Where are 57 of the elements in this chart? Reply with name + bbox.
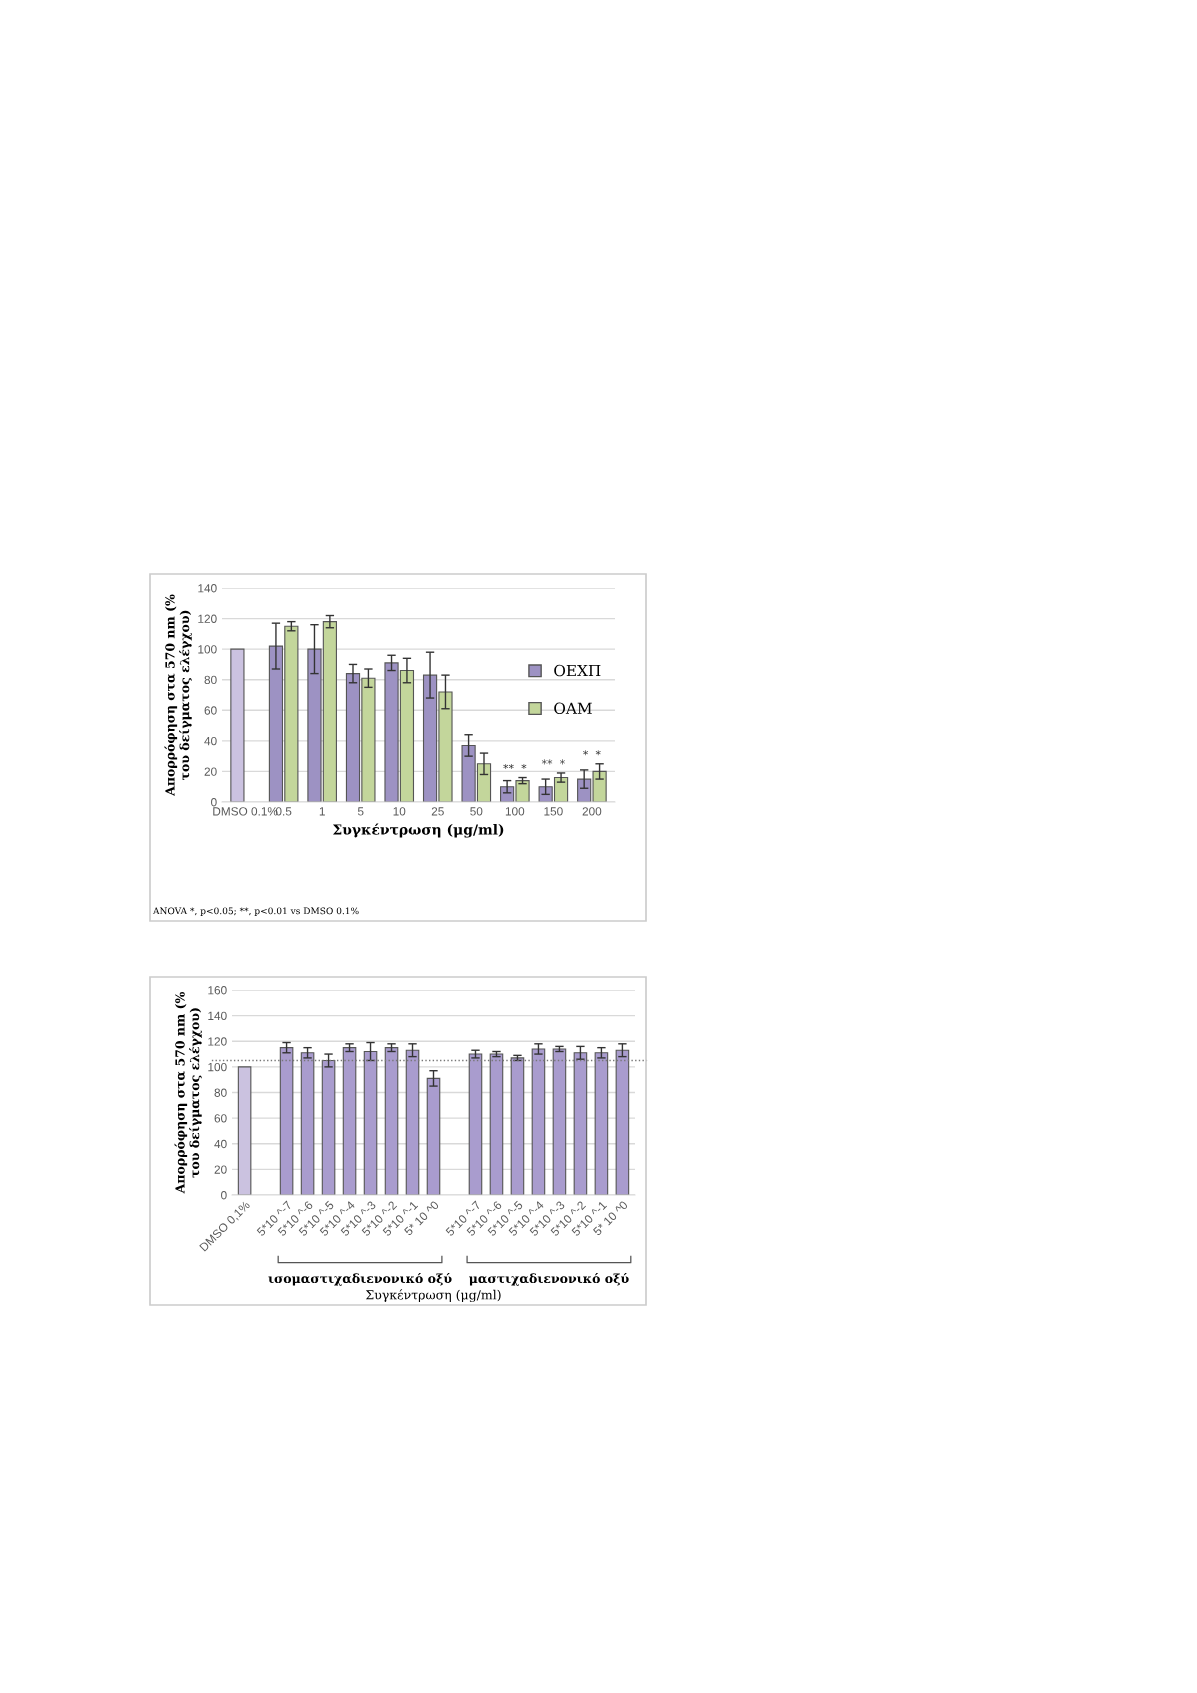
- x-axis-title: Συγκέντρωση (μg/ml): [332, 823, 504, 838]
- text: μαστιχαδιενονικό οξύ: [469, 1272, 629, 1286]
- bar: [552, 1048, 567, 1195]
- bar: [342, 1047, 357, 1195]
- bar: [300, 1052, 315, 1195]
- text: ισομαστιχαδιενονικό οξύ: [268, 1272, 452, 1286]
- x-tick-label: 5: [357, 807, 364, 816]
- legend-label: ΟΑΜ: [554, 702, 592, 714]
- y-tick-label: 60: [214, 1114, 227, 1123]
- y-tick-label: 160: [208, 986, 227, 995]
- x-tick-label: DMSO 0.1%: [213, 807, 278, 816]
- bar: [573, 1052, 588, 1195]
- legend-label: ΟΕΧΠ: [554, 664, 601, 677]
- bar: [489, 1053, 504, 1195]
- annotation: ** *: [541, 759, 565, 765]
- y-tick-label: 0: [221, 1191, 227, 1200]
- annotation: ** *: [503, 763, 527, 769]
- y-tick-label: 20: [204, 767, 217, 776]
- bar: [363, 1050, 378, 1195]
- y-tick-label: 40: [214, 1139, 227, 1149]
- x-tick-label: 100: [505, 807, 525, 816]
- bar: [405, 1049, 420, 1195]
- bar: [594, 1052, 609, 1195]
- bar: [531, 1048, 546, 1195]
- y-tick-label: 140: [208, 1011, 227, 1021]
- y-tick-label: 100: [208, 1062, 227, 1072]
- bar: [426, 1077, 441, 1195]
- x-axis-title: Συγκέντρωση (μg/ml): [365, 1289, 501, 1303]
- bar: [468, 1053, 483, 1195]
- y-tick-label: 40: [204, 736, 217, 746]
- y-tick-label: 140: [198, 584, 217, 593]
- x-tick-label: 25: [431, 807, 444, 816]
- bar: [615, 1049, 630, 1195]
- y-tick-label: 120: [198, 614, 217, 623]
- x-tick-label: 50: [470, 807, 483, 816]
- bar: [510, 1057, 525, 1195]
- x-tick-label: 10: [393, 807, 406, 816]
- text: ANOVA *, p<0.05; **, p<0.01 vs DMSO 0.1%: [152, 907, 359, 916]
- bar: [237, 1066, 252, 1195]
- bar: [384, 1047, 399, 1195]
- y-tick-label: 80: [214, 1088, 227, 1097]
- y-tick-label: 20: [214, 1165, 227, 1174]
- y-axis-title: Απορρόφηση στα 570 nm (% του δείγματος ελέγχου): [164, 594, 192, 796]
- annotation: * *: [583, 750, 601, 756]
- bar: [279, 1047, 294, 1195]
- bar: [321, 1059, 336, 1195]
- y-tick-label: 60: [204, 706, 217, 715]
- x-tick-label: 150: [544, 807, 563, 816]
- y-tick-label: 80: [204, 675, 217, 685]
- y-tick-label: 0: [211, 798, 217, 807]
- y-axis-title: Απορρόφηση στα 570 nm (% του δείγματος ελέγχου): [174, 991, 202, 1194]
- y-tick-label: 100: [198, 645, 217, 654]
- bar: [230, 648, 245, 802]
- x-tick-label: 0.5: [275, 807, 292, 816]
- x-tick-label: 1: [319, 807, 325, 816]
- y-tick-label: 120: [208, 1037, 227, 1046]
- x-tick-label: 200: [582, 807, 602, 816]
